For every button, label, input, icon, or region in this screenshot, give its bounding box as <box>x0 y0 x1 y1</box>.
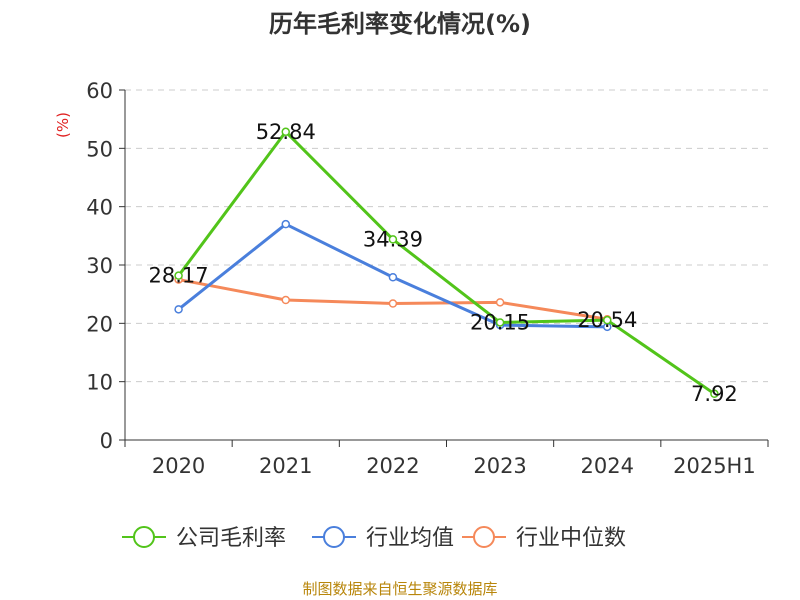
data-point <box>174 271 183 280</box>
data-point <box>495 318 505 327</box>
y-tick-label: 0 <box>100 429 113 453</box>
data-point <box>495 298 505 307</box>
source-note: 制图数据来自恒生聚源数据库 <box>302 580 498 598</box>
y-tick-label: 60 <box>86 79 113 103</box>
y-tick-label: 10 <box>86 371 113 395</box>
data-point <box>281 219 290 229</box>
x-tick-label: 2025H1 <box>673 454 756 478</box>
data-label: 7.92 <box>691 382 738 406</box>
data-label: 20.15 <box>470 310 530 334</box>
data-point <box>174 305 183 314</box>
x-tick-label: 2023 <box>473 454 526 478</box>
data-label-layer: 28.17 52.84 34.39 20.15 20.54 7.92 <box>149 120 738 406</box>
legend-label: 行业均值 <box>366 526 454 551</box>
data-point <box>388 299 398 308</box>
data-point <box>603 315 612 325</box>
axis-layer: 0 10 20 30 40 50 60 2020 2021 2022 2023 2024 2025H1 (… <box>54 79 769 478</box>
legend-marker <box>323 526 345 548</box>
grid-layer <box>125 89 768 383</box>
y-tick-label: 20 <box>86 312 113 336</box>
legend-label: 行业中位数 <box>516 526 626 551</box>
data-point <box>388 273 398 282</box>
series-line <box>177 130 716 396</box>
x-tick-label: 2024 <box>581 454 634 478</box>
series-layer <box>174 127 719 399</box>
y-tick-label: 40 <box>86 196 113 220</box>
legend-label: 公司毛利率 <box>176 526 286 551</box>
x-tick-label: 2020 <box>152 454 205 478</box>
data-point <box>281 295 290 305</box>
y-axis-label: (%) <box>54 112 72 138</box>
legend: 公司毛利率 行业均值 行业中位数 <box>122 526 626 551</box>
legend-marker <box>133 526 155 548</box>
data-label: 20.54 <box>577 308 637 332</box>
chart-title: 历年毛利率变化情况(%) <box>269 10 531 38</box>
data-label: 28.17 <box>149 264 209 288</box>
data-point <box>388 235 398 244</box>
y-tick-label: 50 <box>86 137 113 161</box>
legend-marker <box>473 526 495 548</box>
data-label: 34.39 <box>363 227 423 251</box>
y-tick-label: 30 <box>86 254 113 278</box>
data-label: 52.84 <box>256 120 316 144</box>
x-tick-label: 2021 <box>259 454 312 478</box>
data-point <box>710 389 719 399</box>
data-point <box>281 127 290 137</box>
x-tick-label: 2022 <box>366 454 419 478</box>
